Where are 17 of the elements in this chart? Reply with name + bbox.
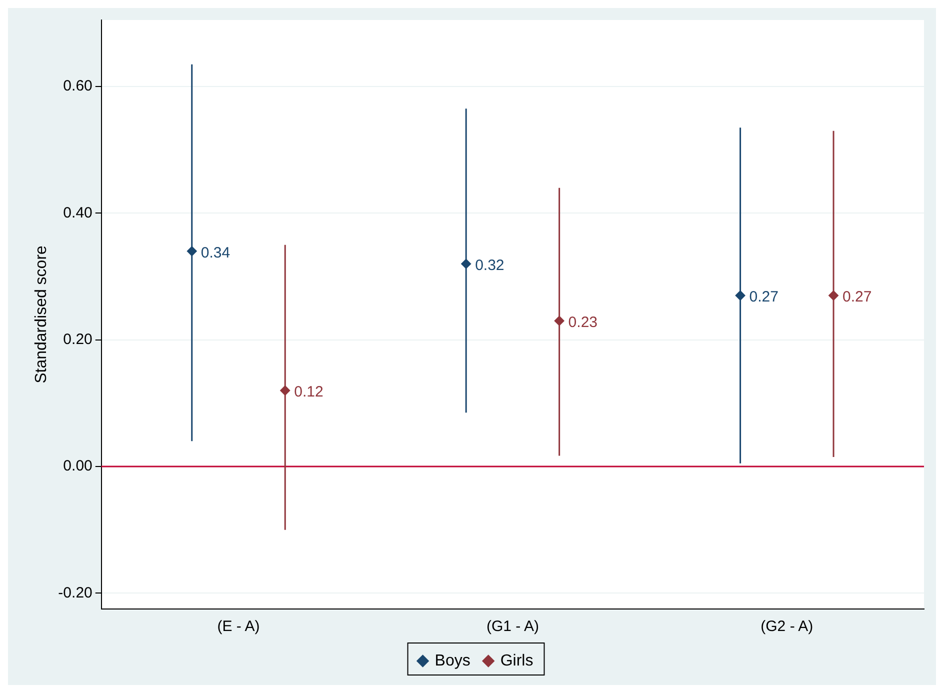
y-axis-title: Standardised score — [33, 245, 50, 384]
y-tick-label: 0.40 — [63, 204, 92, 222]
y-tick-label: 0.00 — [63, 458, 92, 475]
x-tick-label: (G2 - A) — [760, 618, 814, 636]
data-label: 0.23 — [568, 314, 598, 331]
data-label: 0.32 — [475, 256, 504, 274]
y-tick-label: -0.20 — [58, 584, 92, 602]
x-tick-label: (E - A) — [217, 618, 260, 636]
legend-label: Boys — [434, 652, 470, 670]
y-tick-label: 0.60 — [63, 78, 92, 95]
x-tick-label: (G1 - A) — [486, 618, 539, 636]
data-label: 0.27 — [842, 288, 872, 306]
y-tick-label: 0.20 — [63, 330, 92, 348]
data-label: 0.27 — [749, 288, 778, 306]
data-label: 0.12 — [294, 384, 324, 401]
legend-label: Girls — [500, 652, 534, 670]
data-label: 0.34 — [200, 244, 230, 262]
